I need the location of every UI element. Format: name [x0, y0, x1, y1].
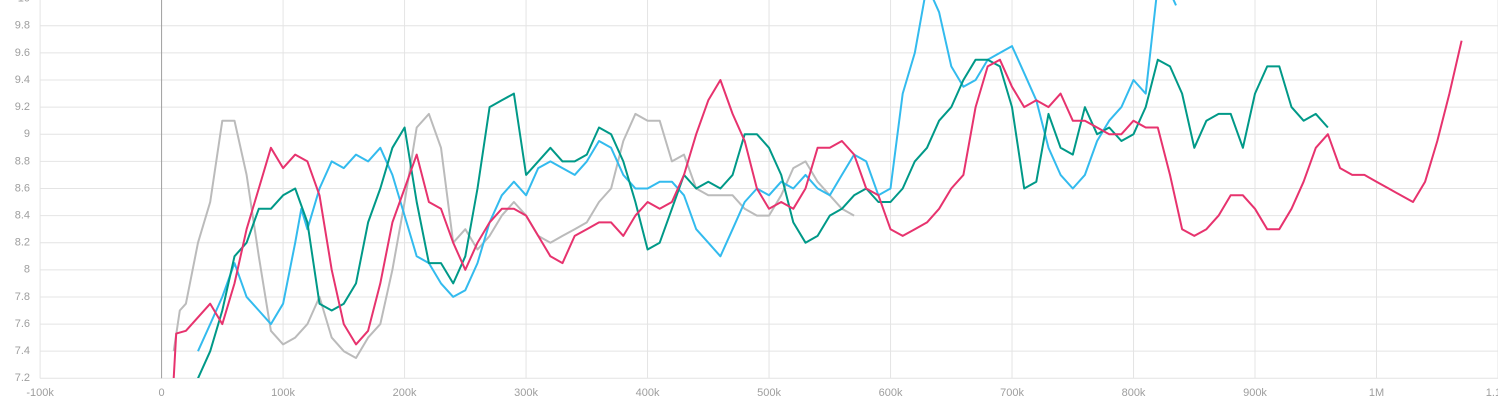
- y-tick-label: 9: [24, 128, 30, 140]
- x-tick-label: -100k: [26, 387, 54, 399]
- x-tick-label: 300k: [514, 387, 538, 399]
- x-tick-label: 1.1M: [1486, 387, 1498, 399]
- y-tick-label: 9.6: [15, 47, 30, 59]
- y-tick-label: 7.2: [15, 372, 30, 384]
- x-tick-label: 0: [159, 387, 165, 399]
- y-tick-label: 7.4: [15, 345, 30, 357]
- series-line: [172, 112, 855, 359]
- labels: 7.2 7.4 7.6 7.8 8 8.2 8.4 8.6 8.8 9 9.2 9.4 9.6 9.8 10…: [15, 0, 1498, 399]
- y-tick-label: 8.4: [15, 209, 30, 221]
- grid: [39, 0, 1498, 379]
- x-tick-label: 900k: [1243, 387, 1267, 399]
- y-tick-label: 10: [18, 0, 30, 5]
- x-tick-label: 600k: [879, 387, 903, 399]
- lines: [172, 0, 1463, 378]
- x-tick-label: 100k: [271, 387, 295, 399]
- y-tick-label: 8: [24, 264, 30, 276]
- y-tick-label: 7.6: [15, 318, 30, 330]
- series-line: [197, 0, 1177, 352]
- x-tick-label: 500k: [757, 387, 781, 399]
- series-line: [197, 58, 1329, 378]
- y-tick-label: 8.8: [15, 155, 30, 167]
- x-tick-label: 1M: [1369, 387, 1384, 399]
- y-tick-label: 9.4: [15, 74, 30, 86]
- x-tick-label: 400k: [636, 387, 660, 399]
- series-line: [172, 40, 1463, 378]
- y-tick-label: 8.6: [15, 182, 30, 194]
- y-tick-label: 9.2: [15, 101, 30, 113]
- y-tick-label: 8.2: [15, 237, 30, 249]
- y-tick-label: 7.8: [15, 291, 30, 303]
- x-tick-label: 200k: [393, 387, 417, 399]
- x-tick-label: 800k: [1122, 387, 1146, 399]
- y-tick-label: 9.8: [15, 20, 30, 32]
- x-tick-label: 700k: [1000, 387, 1024, 399]
